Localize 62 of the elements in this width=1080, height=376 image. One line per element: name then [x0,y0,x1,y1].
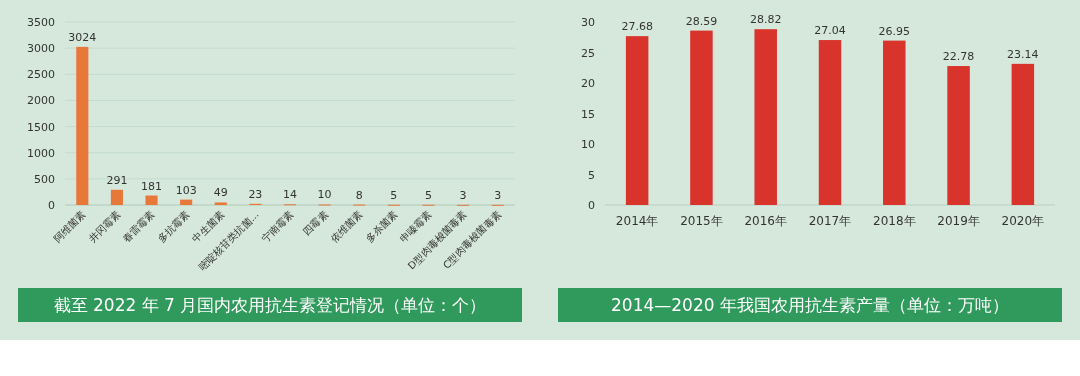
x-tick-label: 2017年 [808,214,852,228]
bar [818,40,842,205]
bar [180,199,193,205]
x-tick-label: 2020年 [1001,214,1045,228]
data-label: 181 [141,179,163,193]
text: 2014—2020 年我国农用抗生素产量（单位：万吨） [611,295,1009,315]
x-tick-label: 多抗霉素 [155,208,192,245]
data-label: 22.78 [942,50,975,64]
data-label: 5 [424,188,432,202]
y-tick-label: 30 [581,16,595,29]
y-tick-label: 3000 [27,42,55,56]
data-label: 14 [283,188,297,202]
text: 截至 2022 年 7 月国内农用抗生素登记情况（单位：个） [53,295,487,315]
x-tick-label: 依维菌素 [328,208,365,245]
bar [883,40,906,205]
bar [76,46,89,205]
data-label: 23.14 [1007,47,1039,61]
y-tick-label: 15 [581,107,595,121]
data-label: 28.59 [685,14,718,28]
y-tick-label: 2500 [27,68,55,82]
x-tick-label: 2019年 [937,214,980,228]
y-tick-label: 500 [34,172,55,186]
bar [625,36,649,205]
y-tick-label: 25 [581,46,595,60]
data-label: 27.68 [621,20,653,34]
data-label: 10 [317,188,332,202]
y-tick-label: 2000 [27,94,55,108]
y-tick-label: 20 [581,77,595,90]
data-label: 5 [390,188,398,202]
x-tick-label: 2018年 [873,214,916,228]
data-label: 23 [248,187,263,201]
x-tick-label: 2015年 [680,214,723,228]
x-tick-label: 多杀菌素 [363,208,400,245]
data-label: 3024 [68,30,97,44]
data-label: 291 [106,173,128,187]
data-label: 28.82 [749,13,782,27]
bar [947,66,970,205]
y-tick-label: 5 [588,168,595,182]
bar [214,202,227,205]
x-tick-label: 2016年 [744,214,787,228]
x-tick-label: 2014年 [615,214,659,228]
data-label: 8 [355,188,363,202]
y-tick-label: 0 [588,199,595,212]
bar [1011,63,1035,205]
x-tick-label: 井冈霉素 [86,208,123,245]
bar [690,30,713,205]
y-tick-label: 3500 [27,16,55,29]
x-tick-label: 四霉素 [301,208,331,238]
bar [110,189,123,205]
data-label: 3 [494,188,502,202]
x-tick-label: 宁南霉素 [259,208,296,245]
y-tick-label: 1000 [27,146,55,160]
bar [754,29,777,205]
x-tick-label: 春雷霉素 [120,208,157,245]
data-label: 27.04 [814,24,846,38]
data-label: 3 [459,188,467,202]
data-label: 49 [213,186,228,200]
y-tick-label: 1500 [27,120,55,134]
data-label: 26.95 [878,24,911,38]
data-label: 103 [175,183,197,197]
bar [145,195,158,205]
y-tick-label: 10 [581,138,595,151]
